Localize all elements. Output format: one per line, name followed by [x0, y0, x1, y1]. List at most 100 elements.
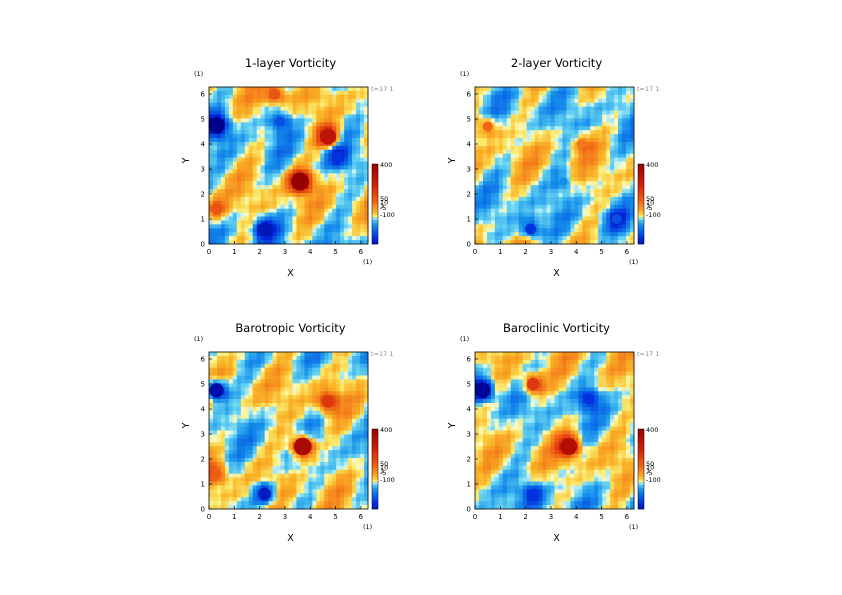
field-cell: [224, 469, 230, 474]
field-cell: [550, 134, 555, 139]
field-cell: [320, 141, 325, 147]
field-cell: [582, 98, 587, 103]
field-cell: [606, 94, 611, 100]
field-cell: [475, 189, 480, 194]
field-cell: [602, 145, 607, 151]
field-cell: [626, 189, 631, 194]
field-cell: [248, 461, 254, 467]
field-cell: [260, 185, 265, 190]
field-cell: [220, 94, 226, 100]
field-cell: [494, 224, 500, 229]
field-cell: [232, 414, 238, 420]
field-cell: [284, 352, 289, 357]
field-cell: [312, 489, 317, 494]
field-cell: [264, 141, 269, 147]
field-cell: [244, 414, 250, 420]
field-cell: [288, 157, 293, 162]
field-cell: [364, 473, 369, 478]
field-cell: [482, 106, 488, 111]
field-cell: [352, 387, 357, 392]
field-cell: [566, 236, 571, 241]
field-cell: [316, 399, 321, 404]
field-cell: [228, 367, 234, 372]
field-cell: [284, 497, 289, 502]
field-cell: [606, 102, 611, 107]
field-cell: [276, 232, 281, 237]
field-cell: [320, 406, 325, 412]
field-cell: [272, 477, 277, 482]
field-cell: [252, 185, 257, 190]
field-cell: [630, 173, 635, 178]
field-cell: [522, 87, 527, 92]
field-cell: [316, 232, 321, 237]
field-cell: [348, 90, 353, 96]
field-cell: [606, 200, 611, 206]
field-cell: [224, 403, 230, 408]
field-cell: [280, 169, 285, 174]
field-cell: [288, 403, 293, 408]
field-cell: [216, 477, 222, 482]
field-cell: [300, 102, 305, 107]
field-cell: [236, 157, 242, 162]
field-cell: [614, 228, 619, 233]
field-cell: [486, 134, 492, 139]
field-cell: [312, 169, 317, 174]
field-cell: [244, 387, 250, 392]
field-cell: [292, 505, 297, 510]
field-cell: [209, 110, 214, 115]
field-cell: [626, 240, 631, 245]
field-cell: [304, 363, 309, 368]
field-cell: [248, 181, 254, 186]
field-cell: [212, 371, 218, 376]
field-cell: [352, 141, 357, 147]
field-cell: [264, 352, 269, 357]
field-cell: [546, 141, 551, 147]
field-cell: [550, 204, 555, 209]
field-cell: [264, 122, 269, 127]
field-cell: [212, 410, 218, 416]
field-cell: [332, 355, 337, 361]
field-cell: [486, 90, 492, 96]
field-cell: [554, 153, 559, 158]
field-cell: [276, 110, 281, 115]
field-cell: [228, 200, 234, 206]
field-cell: [272, 457, 277, 463]
field-cell: [630, 200, 635, 206]
field-cell: [494, 114, 500, 119]
field-cell: [284, 371, 289, 376]
field-cell: [276, 434, 281, 439]
field-cell: [268, 465, 273, 471]
field-cell: [252, 481, 257, 486]
field-cell: [336, 418, 341, 423]
field-cell: [304, 157, 309, 162]
field-cell: [260, 189, 265, 194]
field-cell: [308, 204, 313, 209]
field-cell: [264, 149, 269, 155]
field-cell: [356, 446, 361, 451]
field-cell: [216, 236, 222, 241]
field-cell: [332, 145, 337, 151]
field-cell: [586, 196, 591, 202]
field-cell: [514, 173, 520, 178]
field-cell: [550, 106, 555, 111]
field-cell: [360, 473, 365, 478]
field-cell: [240, 102, 246, 107]
field-cell: [494, 181, 500, 186]
field-cell: [344, 204, 349, 209]
field-cell: [340, 489, 345, 494]
field-cell: [602, 236, 607, 241]
colorbar-segment: [638, 190, 644, 194]
field-cell: [336, 212, 341, 217]
field-cell: [216, 465, 222, 471]
field-cell: [288, 145, 293, 151]
field-cell: [534, 173, 539, 178]
field-cell: [212, 192, 218, 198]
field-cell: [308, 383, 313, 388]
field-cell: [514, 224, 520, 229]
field-cell: [232, 161, 238, 166]
field-cell: [486, 173, 492, 178]
field-cell: [216, 149, 222, 155]
field-cell: [284, 196, 289, 202]
field-cell: [256, 465, 261, 471]
field-cell: [292, 395, 297, 400]
